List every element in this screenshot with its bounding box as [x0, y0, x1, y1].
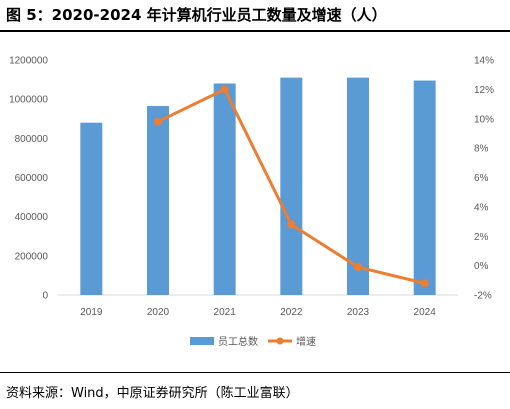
- x-tick-label: 2019: [80, 307, 103, 318]
- line-series: [154, 85, 429, 288]
- x-tick-label: 2020: [147, 307, 170, 318]
- bar: [80, 122, 103, 296]
- left-tick-label: 400000: [15, 212, 49, 223]
- right-tick-label: 0%: [474, 261, 489, 272]
- line-point: [154, 117, 162, 126]
- right-tick-label: 4%: [474, 202, 489, 213]
- right-tick-label: 12%: [474, 85, 494, 96]
- bar: [213, 83, 236, 295]
- bar: [347, 77, 369, 295]
- bar: [413, 80, 436, 295]
- left-axis-ticks: 0 200000 400000 600000 800000 1000000 1200000: [9, 56, 48, 302]
- line-point: [354, 263, 362, 272]
- left-tick-label: 800000: [15, 134, 49, 145]
- x-tick-label: 2022: [280, 307, 303, 318]
- right-tick-label: 2%: [474, 232, 489, 243]
- chart: 020000040000060000080000010000001200000 …: [9, 56, 494, 349]
- right-tick-label: -2%: [474, 291, 492, 302]
- bar: [147, 106, 169, 295]
- bar-series: [80, 77, 436, 296]
- footer-rule: [0, 372, 510, 373]
- left-tick-label: 600000: [15, 173, 49, 184]
- title-rule: [0, 30, 510, 32]
- legend: 员工总数 增速: [190, 335, 316, 348]
- x-tick-label: 2024: [414, 307, 437, 318]
- left-tick-label: 200000: [15, 251, 49, 262]
- legend-swatch-marker: [276, 337, 284, 345]
- line-point: [287, 220, 296, 229]
- legend-label-bar: 员工总数: [218, 335, 258, 348]
- line-point: [420, 279, 429, 288]
- right-axis-ticks: -2% 0% 2% 4% 6% 8% 10% 12% 14%: [474, 56, 494, 302]
- right-tick-label: 6%: [474, 173, 489, 184]
- right-tick-label: 10%: [474, 114, 494, 125]
- left-tick-label: 1200000: [9, 56, 48, 67]
- source-note: 资料来源：Wind，中原证券研究所（陈工业富联）: [6, 386, 299, 401]
- legend-label-line: 增速: [296, 335, 316, 348]
- legend-swatch-bar: [190, 337, 214, 345]
- right-tick-label: 14%: [474, 56, 494, 67]
- line-point: [220, 85, 229, 94]
- left-tick-label: 0: [42, 291, 48, 302]
- right-tick-label: 8%: [474, 144, 489, 155]
- figure-title: 图 5：2020-2024 年计算机行业员工数量及增速（人）: [6, 6, 387, 24]
- x-tick-label: 2023: [347, 307, 370, 318]
- x-tick-label: 2021: [214, 307, 237, 318]
- bar: [280, 77, 303, 295]
- x-axis-ticks: 2019 2020 2021 2022 2023 2024: [80, 307, 436, 318]
- left-tick-label: 1000000: [9, 95, 48, 106]
